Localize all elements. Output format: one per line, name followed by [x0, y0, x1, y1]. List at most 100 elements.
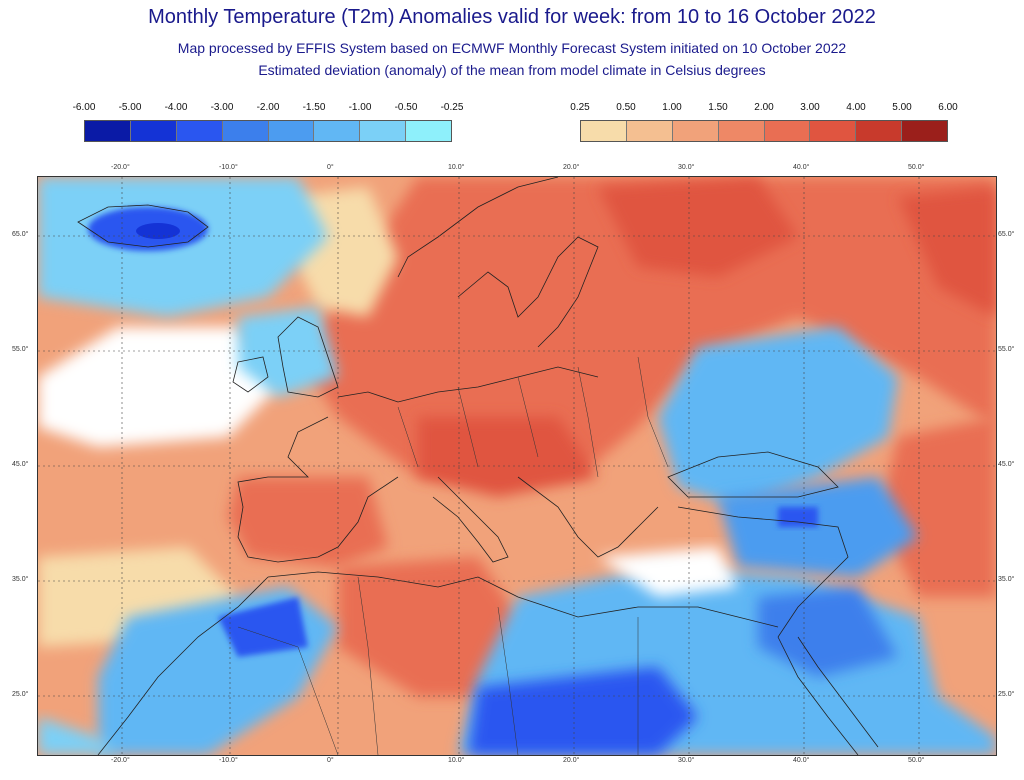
legend-cold-swatch [222, 121, 269, 141]
legend-warm-swatch [626, 121, 673, 141]
legend-cold-label: -4.00 [164, 102, 188, 113]
field-cold-turkey-core [778, 507, 818, 527]
field-warm-east [898, 187, 996, 317]
lon-label-bottom: 0° [327, 757, 334, 764]
coastlines [77, 177, 879, 755]
lon-label-top: -20.0° [111, 164, 130, 171]
legend-warm-label: 5.00 [892, 102, 912, 113]
map-title: Monthly Temperature (T2m) Anomalies vali… [148, 6, 876, 28]
field-neutral-atlantic [38, 327, 278, 447]
lon-label-bottom: -10.0° [219, 757, 238, 764]
legend-warm-swatch [810, 121, 857, 141]
coast-west-africa [97, 576, 269, 755]
lat-label-left: 45.0° [12, 461, 29, 468]
field-warm-north [598, 177, 798, 277]
anomaly-map-svg [38, 177, 996, 755]
field-warm-southeast [878, 417, 996, 597]
anomaly-fields [38, 177, 996, 755]
legend-cold-swatch [360, 121, 407, 141]
lat-label-right: 55.0° [998, 346, 1015, 353]
legend-cold-label: -2.00 [256, 102, 280, 113]
field-cold-atlantic-south [38, 717, 118, 755]
legend-cold: -6.00 -5.00 -4.00 -3.00 -2.00 -1.50 -1.00 -0.50… [73, 102, 464, 142]
lat-label-left: 35.0° [12, 576, 29, 583]
legend-cold-label: -1.50 [302, 102, 326, 113]
lon-label-top: 30.0° [678, 164, 695, 171]
lon-label-top: 40.0° [793, 164, 810, 171]
lon-label-top: 0° [327, 164, 334, 171]
field-cold-atlas-core [218, 597, 308, 657]
legend-warm-label: 0.50 [616, 102, 636, 113]
field-warm-central [298, 177, 996, 477]
coast-balkans [517, 476, 659, 558]
field-neutral-med [598, 547, 738, 597]
field-cold-sahara-core [468, 667, 698, 755]
lon-label-bottom: 40.0° [793, 757, 810, 764]
coast-black-sea [667, 451, 839, 498]
coast-italy [432, 476, 509, 563]
lon-label-bottom: -20.0° [111, 757, 130, 764]
legend-cold-label: -5.00 [118, 102, 142, 113]
coast-turkey-levant [677, 506, 849, 638]
graticule [38, 177, 996, 755]
legend-warm-swatch [902, 121, 947, 141]
legend-warm-label: 2.00 [754, 102, 774, 113]
field-cold-levant [758, 587, 898, 677]
legend-cold-label: -6.00 [72, 102, 96, 113]
legend-cold-label: -3.00 [210, 102, 234, 113]
legend-warm-colorbar [580, 120, 948, 142]
coast-iceland [77, 204, 209, 248]
legend-cold-swatch [406, 121, 451, 141]
legend-warm-label: 3.00 [800, 102, 820, 113]
field-cold-british-isles [238, 307, 338, 397]
field-warm-africa [338, 557, 518, 697]
legend-cold-swatch [85, 121, 131, 141]
field-warm-iberia [228, 477, 388, 567]
lat-label-right: 65.0° [998, 231, 1015, 238]
legend-warm-swatch [672, 121, 719, 141]
lon-label-bottom: 50.0° [908, 757, 925, 764]
coast-western-europe [237, 366, 599, 563]
lat-label-right: 45.0° [998, 461, 1015, 468]
legend-cold-swatch [314, 121, 361, 141]
country-borders [237, 356, 669, 755]
legend-cold-colorbar [84, 120, 452, 142]
legend-warm-label: 4.00 [846, 102, 866, 113]
map-subtitle-units: Estimated deviation (anomaly) of the mea… [258, 62, 766, 78]
legend-warm-label: 1.50 [708, 102, 728, 113]
legend-cold-label: -1.00 [348, 102, 372, 113]
lon-label-top: 50.0° [908, 164, 925, 171]
legend-warm-label: 6.00 [938, 102, 958, 113]
lon-label-bottom: 20.0° [563, 757, 580, 764]
lon-label-top: 20.0° [563, 164, 580, 171]
lat-label-right: 35.0° [998, 576, 1015, 583]
legend-cold-swatch [176, 121, 223, 141]
legend-warm: 0.25 0.50 1.00 1.50 2.00 3.00 4.00 5.00 6.00 [570, 102, 958, 142]
legend-warm-label: 1.00 [662, 102, 682, 113]
lat-label-left: 25.0° [12, 691, 29, 698]
lon-label-top: 10.0° [448, 164, 465, 171]
coast-north-africa [267, 571, 779, 628]
legend-cold-swatch [268, 121, 315, 141]
field-warm-alps [418, 417, 598, 497]
lon-label-bottom: 10.0° [448, 757, 465, 764]
lon-label-bottom: 30.0° [678, 757, 695, 764]
field-cold-ukraine [658, 327, 898, 507]
legend-cold-label: -0.25 [440, 102, 464, 113]
legend-cold-swatch [130, 121, 177, 141]
field-cold-iceland-peak [136, 223, 180, 239]
legend-warm-swatch [764, 121, 811, 141]
anomaly-map [37, 176, 997, 756]
coast-scandinavia [397, 177, 599, 348]
legend-cold-labels: -6.00 -5.00 -4.00 -3.00 -2.00 -1.50 -1.00 -0.50… [73, 102, 464, 116]
lat-label-right: 25.0° [998, 691, 1015, 698]
coast-ireland [232, 356, 269, 393]
legend-warm-swatch [856, 121, 903, 141]
lat-label-left: 55.0° [12, 346, 29, 353]
legend-warm-swatch [718, 121, 765, 141]
borders [237, 356, 669, 755]
legend-warm-labels: 0.25 0.50 1.00 1.50 2.00 3.00 4.00 5.00 6.00 [570, 102, 957, 116]
legend-warm-label: 0.25 [570, 102, 590, 113]
coast-red-sea [777, 636, 879, 755]
lon-label-top: -10.0° [219, 164, 238, 171]
